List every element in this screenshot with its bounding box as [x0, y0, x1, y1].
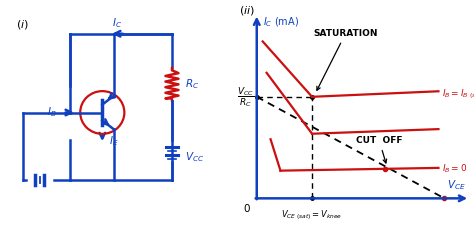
Text: $I_B$: $I_B$ — [47, 106, 57, 119]
Text: $(ii)$: $(ii)$ — [239, 4, 255, 17]
Text: $I_C$ (mA): $I_C$ (mA) — [263, 16, 299, 29]
Text: $I_E$: $I_E$ — [109, 134, 119, 148]
Text: CUT  OFF: CUT OFF — [356, 136, 402, 163]
Text: $0$: $0$ — [243, 202, 251, 214]
Text: $V_{CE\ (sat)}=V_{knee}$: $V_{CE\ (sat)}=V_{knee}$ — [282, 209, 343, 222]
Text: $V_{CC}$: $V_{CC}$ — [185, 151, 204, 164]
Text: $V_{CE}$: $V_{CE}$ — [447, 178, 466, 192]
Text: $I_B = I_{B\ (sat)}$: $I_B = I_{B\ (sat)}$ — [442, 87, 474, 101]
Text: $\dfrac{V_{CC}}{R_C}$: $\dfrac{V_{CC}}{R_C}$ — [237, 85, 254, 109]
Text: $(i)$: $(i)$ — [16, 18, 29, 31]
Text: $I_B = 0$: $I_B = 0$ — [442, 163, 468, 176]
Text: $R_C$: $R_C$ — [185, 77, 199, 91]
Text: SATURATION: SATURATION — [313, 29, 378, 90]
Text: $I_C$: $I_C$ — [112, 17, 122, 30]
